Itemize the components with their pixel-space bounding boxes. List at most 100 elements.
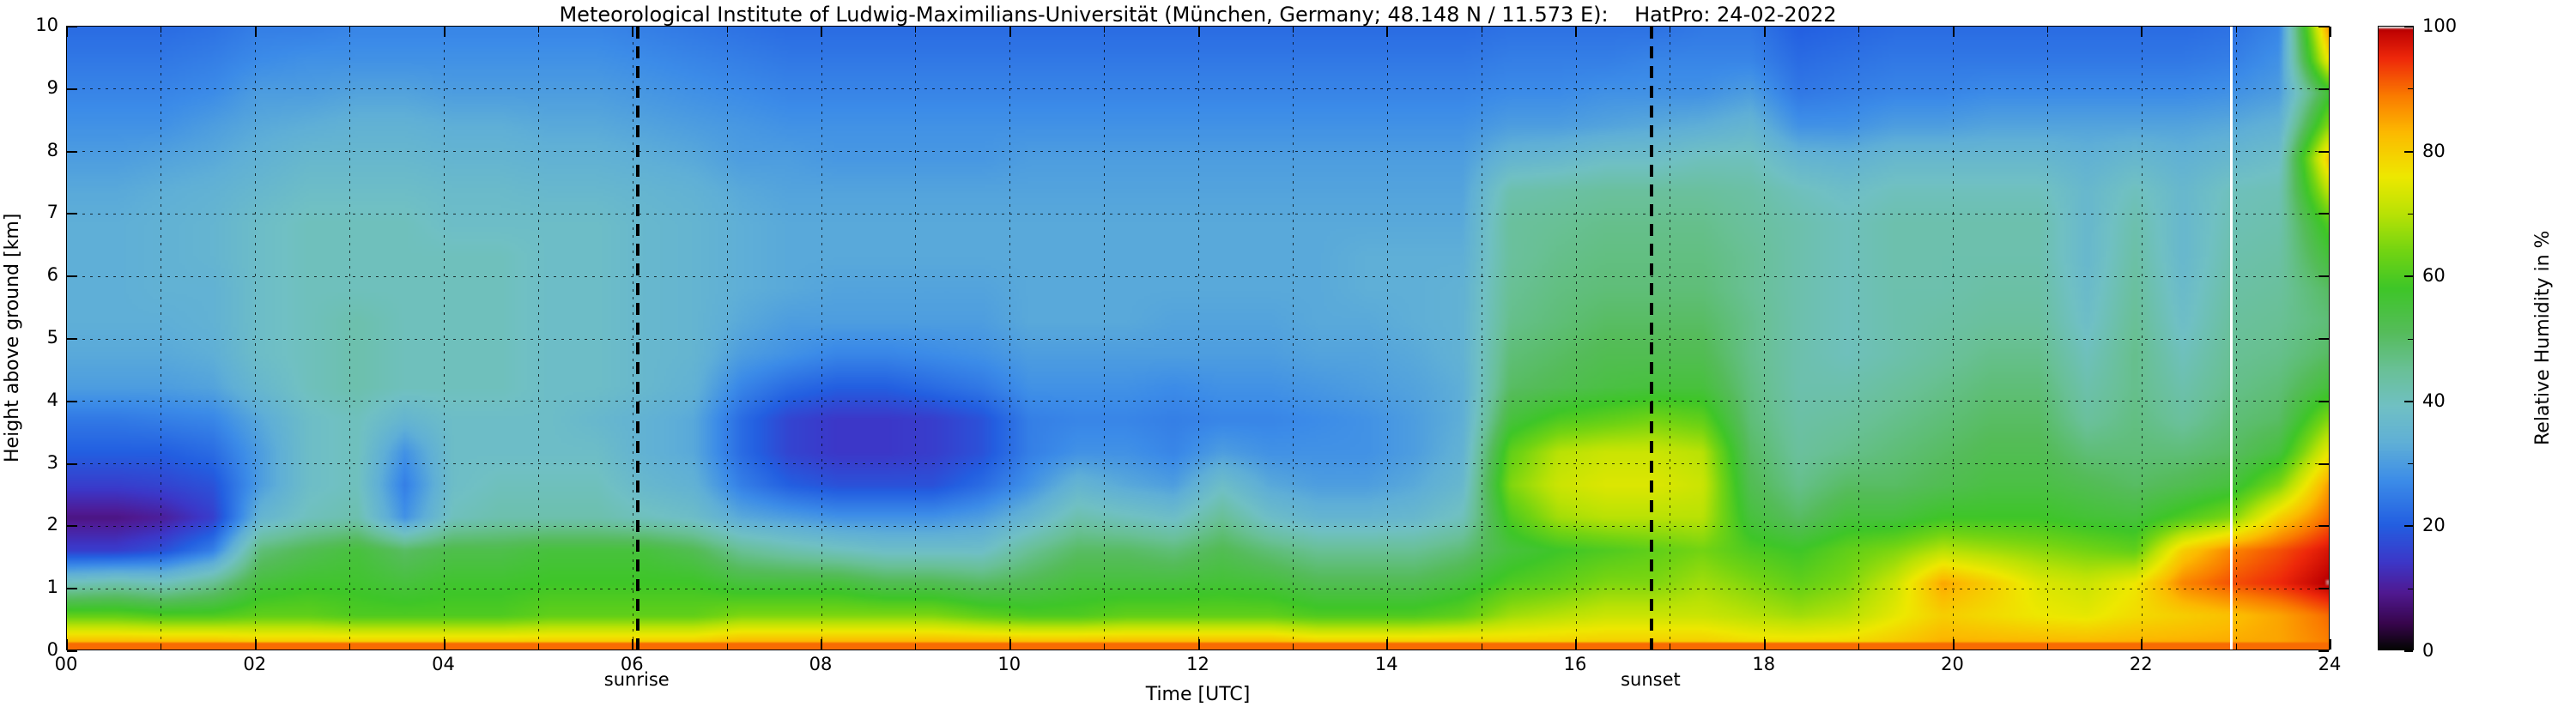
vertical-gridline xyxy=(444,27,445,650)
x-tick-label: 10 xyxy=(997,654,1021,674)
colorbar-major-tick xyxy=(2404,26,2413,27)
x-minor-tick xyxy=(726,644,728,650)
x-major-tick xyxy=(1197,639,1200,650)
y-major-tick xyxy=(2318,150,2329,153)
vertical-gridline xyxy=(1575,27,1577,650)
vertical-gridline xyxy=(2141,27,2143,650)
x-tick-label: 20 xyxy=(1941,654,1964,674)
y-major-tick xyxy=(67,275,77,278)
sunrise-line xyxy=(635,27,639,650)
y-tick-label: 7 xyxy=(46,202,58,223)
x-minor-tick xyxy=(915,27,917,33)
x-minor-tick xyxy=(1858,27,1860,33)
colorbar-tick-label: 60 xyxy=(2422,265,2446,287)
chart-title: Meteorological Institute of Ludwig-Maxim… xyxy=(559,3,1837,27)
y-tick-label: 9 xyxy=(46,76,58,98)
x-minor-tick xyxy=(2235,644,2237,650)
x-tick-label: 08 xyxy=(809,654,833,674)
vertical-gridline xyxy=(821,27,822,650)
x-major-tick xyxy=(1763,27,1766,37)
y-major-tick xyxy=(67,650,77,652)
x-tick-label: 18 xyxy=(1752,654,1776,674)
sunrise-label: sunrise xyxy=(603,669,670,690)
horizontal-gridline xyxy=(67,401,2329,402)
colorbar-minor-tick xyxy=(2408,338,2413,340)
y-tick-label: 8 xyxy=(46,139,58,160)
y-major-tick xyxy=(2318,338,2329,340)
x-minor-tick xyxy=(2235,27,2237,33)
horizontal-gridline xyxy=(67,463,2329,465)
y-major-tick xyxy=(67,213,77,215)
y-major-tick xyxy=(2318,588,2329,590)
y-major-tick xyxy=(67,588,77,590)
x-minor-tick xyxy=(1104,27,1106,33)
y-major-tick xyxy=(67,400,77,402)
x-tick-label: 22 xyxy=(2129,654,2153,674)
colorbar-major-tick xyxy=(2404,650,2413,652)
y-tick-label: 4 xyxy=(46,389,58,410)
vertical-gridline xyxy=(349,27,351,650)
y-major-tick xyxy=(2318,650,2329,652)
horizontal-gridline xyxy=(67,275,2329,277)
colorbar-major-tick xyxy=(2404,275,2413,278)
y-major-tick xyxy=(2318,525,2329,528)
y-tick-label: 0 xyxy=(46,639,58,660)
x-major-tick xyxy=(1009,27,1011,37)
y-tick-label: 1 xyxy=(46,577,58,598)
x-major-tick xyxy=(66,27,68,37)
x-major-tick xyxy=(2141,639,2143,650)
y-tick-label: 3 xyxy=(46,451,58,473)
vertical-gridline xyxy=(1104,27,1106,650)
colorbar-minor-tick xyxy=(2408,88,2413,90)
y-major-tick xyxy=(67,462,77,465)
horizontal-gridline xyxy=(67,213,2329,215)
colorbar-canvas xyxy=(2379,27,2413,650)
x-tick-label: 02 xyxy=(243,654,267,674)
x-major-tick xyxy=(821,27,822,37)
y-tick-label: 6 xyxy=(46,264,58,286)
x-major-tick xyxy=(632,27,634,37)
x-minor-tick xyxy=(2046,644,2048,650)
vertical-gridline xyxy=(1386,27,1388,650)
vertical-gridline xyxy=(1764,27,1766,650)
colorbar-major-tick xyxy=(2404,150,2413,153)
colorbar-tick-label: 80 xyxy=(2422,140,2446,161)
x-minor-tick xyxy=(537,644,539,650)
y-major-tick xyxy=(2318,275,2329,278)
colorbar-tick-label: 20 xyxy=(2422,515,2446,536)
vertical-gridline xyxy=(2046,27,2048,650)
vertical-gridline xyxy=(1953,27,1954,650)
y-major-tick xyxy=(2318,88,2329,90)
colorbar-minor-tick xyxy=(2408,463,2413,465)
y-major-tick xyxy=(67,525,77,528)
colorbar-axis-label: Relative Humidity in % xyxy=(2532,230,2554,446)
x-tick-label: 14 xyxy=(1374,654,1398,674)
vertical-gridline xyxy=(1858,27,1860,650)
y-major-tick xyxy=(2318,462,2329,465)
plot-area xyxy=(66,26,2331,652)
x-major-tick xyxy=(821,639,822,650)
x-major-tick xyxy=(1575,639,1577,650)
y-major-tick xyxy=(67,26,77,27)
x-major-tick xyxy=(443,27,445,37)
x-major-tick xyxy=(1763,639,1766,650)
x-major-tick xyxy=(2141,27,2143,37)
colorbar-minor-tick xyxy=(2408,213,2413,215)
x-minor-tick xyxy=(1292,27,1294,33)
vertical-gridline xyxy=(255,27,257,650)
horizontal-gridline xyxy=(67,525,2329,527)
x-minor-tick xyxy=(1858,644,1860,650)
x-major-tick xyxy=(443,639,445,650)
x-minor-tick xyxy=(726,27,728,33)
y-tick-label: 5 xyxy=(46,327,58,347)
x-tick-label: 16 xyxy=(1563,654,1587,674)
horizontal-gridline xyxy=(67,338,2329,340)
vertical-gridline xyxy=(915,27,917,650)
x-major-tick xyxy=(1386,639,1389,650)
x-tick-label: 04 xyxy=(432,654,455,674)
vertical-gridline xyxy=(1198,27,1199,650)
x-major-tick xyxy=(1386,27,1389,37)
y-major-tick xyxy=(67,150,77,153)
colorbar-tick-label: 0 xyxy=(2422,640,2434,661)
